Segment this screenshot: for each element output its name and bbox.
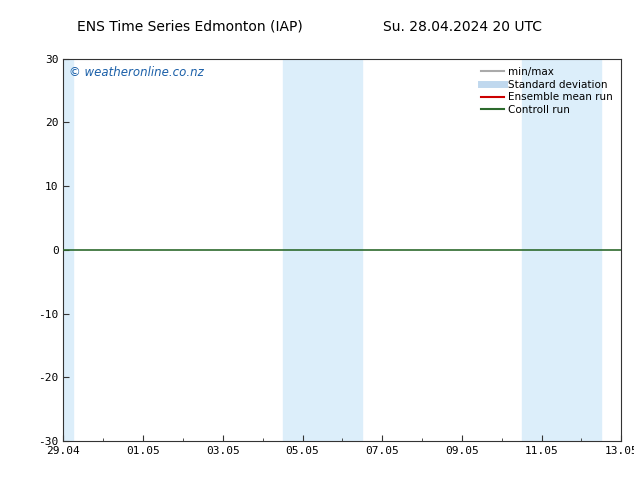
Bar <box>323 59 362 441</box>
Text: ENS Time Series Edmonton (IAP): ENS Time Series Edmonton (IAP) <box>77 20 303 34</box>
Text: Su. 28.04.2024 20 UTC: Su. 28.04.2024 20 UTC <box>384 20 542 34</box>
Legend: min/max, Standard deviation, Ensemble mean run, Controll run: min/max, Standard deviation, Ensemble me… <box>478 64 616 118</box>
Bar <box>522 59 562 441</box>
Bar <box>53 59 74 441</box>
Bar <box>562 59 602 441</box>
Bar <box>283 59 323 441</box>
Text: © weatheronline.co.nz: © weatheronline.co.nz <box>69 67 204 79</box>
